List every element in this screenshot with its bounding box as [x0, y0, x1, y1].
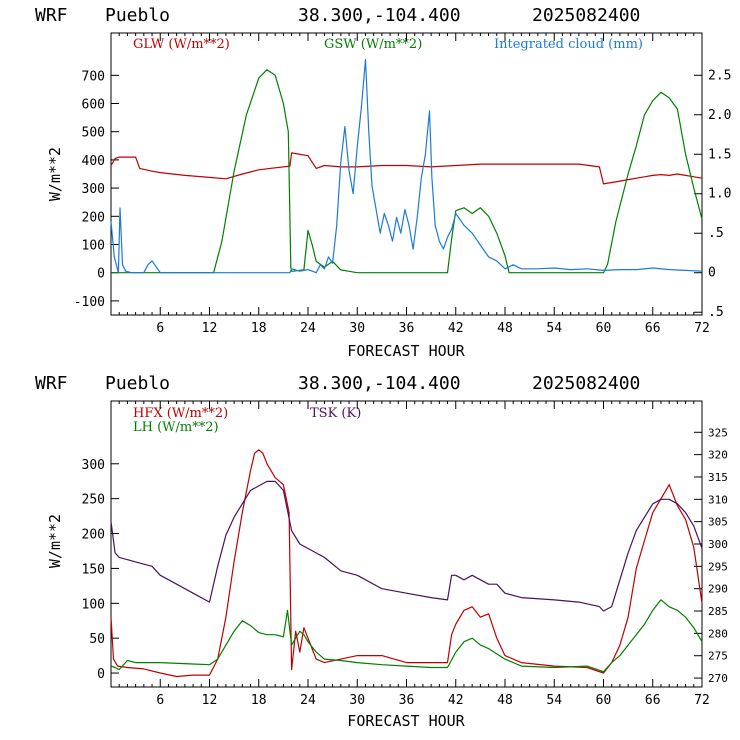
series-line-lh [110, 599, 703, 673]
y-tick-label: 150 [82, 562, 105, 577]
y2-tick-label: 285 [708, 605, 728, 618]
y2-tick-label: .5 [708, 226, 724, 241]
x-tick-label: 66 [645, 321, 661, 336]
x-tick-label: 66 [645, 693, 661, 708]
panel-2-y-ticks: 0 50 100 150 200 250 300 [82, 458, 119, 682]
x-tick-label: 42 [448, 321, 464, 336]
x-tick-label: 60 [596, 321, 612, 336]
x-tick-label: 18 [251, 693, 267, 708]
y-tick-label: 100 [82, 597, 105, 612]
x-tick-label: 72 [694, 321, 710, 336]
y-tick-label: 600 [82, 98, 105, 113]
panel-2-legend: HFX (W/m**2) LH (W/m**2) TSK (K) [133, 406, 361, 435]
x-tick-label: 18 [251, 321, 267, 336]
y-tick-label: 500 [82, 126, 105, 141]
y2-tick-label: 320 [708, 449, 728, 462]
y2-tick-label: 295 [708, 560, 728, 573]
panel-1-coords: 38.300,-104.400 [298, 5, 461, 26]
panel-1-x-axis-label: FORECAST HOUR [347, 342, 465, 360]
x-tick-label: 12 [202, 321, 218, 336]
y2-tick-label: 1.0 [708, 187, 731, 202]
y2-tick-label: 310 [708, 493, 728, 506]
x-tick-label: 54 [546, 321, 562, 336]
y-tick-label: 300 [82, 458, 105, 473]
x-tick-label: 12 [202, 693, 218, 708]
y2-tick-label: 275 [708, 650, 728, 663]
legend-tsk: TSK (K) [310, 406, 361, 421]
x-tick-label: 48 [497, 321, 513, 336]
panel-2-series [110, 449, 703, 678]
y2-tick-label: 290 [708, 583, 728, 596]
panel-1-y2-ticks: .5 0 .5 1.0 1.5 2.0 2.5 [694, 68, 731, 320]
panel-1-x-ticks: 6 12 18 24 30 36 42 48 54 60 66 72 [118, 33, 710, 336]
x-tick-label: 42 [448, 693, 464, 708]
series-line-tsk [110, 480, 703, 612]
panel-1-header: WRF Pueblo 38.300,-104.400 2025082400 [35, 5, 640, 26]
panel-2-y2-ticks: 270 275 280 285 290 295 300 305 310 315 320 325 [694, 426, 728, 685]
x-tick-label: 54 [546, 693, 562, 708]
panel-2-model: WRF [35, 373, 68, 394]
y-tick-label: 400 [82, 154, 105, 169]
y-tick-label: 0 [97, 667, 105, 682]
y2-tick-label: 2.5 [708, 68, 731, 83]
y2-tick-label: 305 [708, 516, 728, 529]
panel-1-station: Pueblo [105, 5, 170, 26]
x-tick-label: 30 [349, 321, 365, 336]
x-tick-label: 24 [300, 693, 316, 708]
panel-1-legend: GLW (W/m**2) GSW (W/m**2) Integrated clo… [133, 37, 643, 52]
panel-2-plot-frame [110, 400, 703, 688]
x-tick-label: 48 [497, 693, 513, 708]
panel-1-y-axis-label: W/m**2 [46, 147, 64, 201]
panel-2-y-axis-label: W/m**2 [46, 514, 64, 568]
y2-tick-label: 2.0 [708, 108, 731, 123]
y-tick-label: 200 [82, 210, 105, 225]
y-tick-label: 300 [82, 182, 105, 197]
y2-tick-label: 300 [708, 538, 728, 551]
y2-tick-label: 1.5 [708, 147, 731, 162]
panel-1-date: 2025082400 [532, 5, 640, 26]
panel-1-y-ticks: -100 0 100 200 300 400 500 600 700 [74, 69, 119, 310]
legend-glw: GLW (W/m**2) [133, 37, 230, 52]
y2-tick-label: 315 [708, 471, 728, 484]
legend-hfx: HFX (W/m**2) [133, 406, 228, 421]
panel-2-coords: 38.300,-104.400 [298, 373, 461, 394]
panel-2-station: Pueblo [105, 373, 170, 394]
x-tick-label: 6 [156, 321, 164, 336]
y-tick-label: 100 [82, 239, 105, 254]
y-tick-label: 50 [89, 632, 105, 647]
y-tick-label: -100 [74, 295, 105, 310]
y-tick-label: 200 [82, 528, 105, 543]
y-tick-label: 700 [82, 69, 105, 84]
y2-tick-label: .5 [708, 305, 724, 320]
legend-gsw: GSW (W/m**2) [324, 37, 422, 52]
y-tick-label: 0 [97, 267, 105, 282]
x-tick-label: 60 [596, 693, 612, 708]
y2-tick-label: 270 [708, 672, 728, 685]
series-line-integrated [110, 58, 703, 274]
y2-tick-label: 280 [708, 627, 728, 640]
x-tick-label: 72 [694, 693, 710, 708]
panel-2-header: WRF Pueblo 38.300,-104.400 2025082400 [35, 373, 640, 394]
y2-tick-label: 325 [708, 426, 728, 439]
series-line-hfx [110, 449, 703, 678]
x-tick-label: 30 [349, 693, 365, 708]
x-tick-label: 6 [156, 693, 164, 708]
legend-integrated-cloud: Integrated cloud (mm) [494, 37, 643, 52]
legend-lh: LH (W/m**2) [133, 420, 219, 435]
y2-tick-label: 0 [708, 266, 716, 281]
y-tick-label: 250 [82, 493, 105, 508]
panel-2-x-axis-label: FORECAST HOUR [347, 712, 465, 730]
series-line-glw [110, 152, 703, 185]
panel-2-x-ticks: 6 12 18 24 30 36 42 48 54 60 66 72 [118, 401, 710, 708]
series-line-gsw [111, 69, 703, 274]
x-tick-label: 24 [300, 321, 316, 336]
panel-2-date: 2025082400 [532, 373, 640, 394]
x-tick-label: 36 [399, 321, 415, 336]
panel-1-series [110, 58, 703, 274]
x-tick-label: 36 [399, 693, 415, 708]
panel-1-model: WRF [35, 5, 68, 26]
